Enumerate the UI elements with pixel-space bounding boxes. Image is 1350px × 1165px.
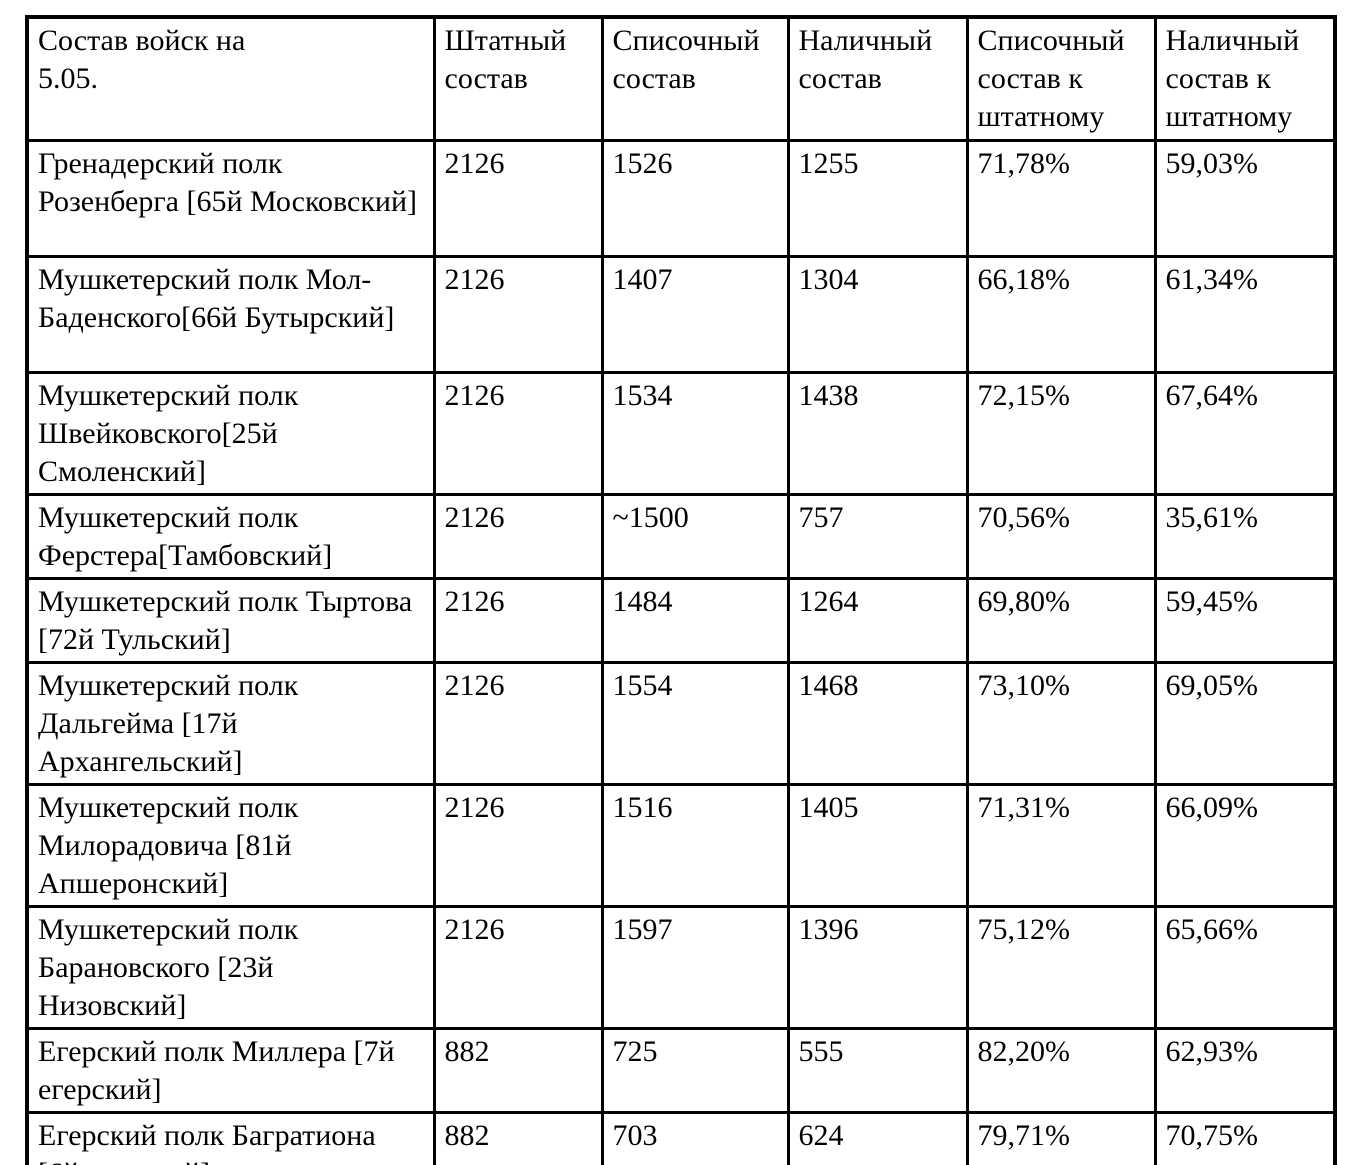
present-pct-cell: 35,61% xyxy=(1153,492,1337,580)
unit-cell: Гренадерский полк Розенберга [65й Москов… xyxy=(25,138,436,258)
present-cell: 1438 xyxy=(786,370,969,496)
unit-cell: Мушкетерский полк Мол-Баденского[66й Бут… xyxy=(25,254,436,374)
listed-pct-cell: 75,12% xyxy=(965,904,1157,1030)
staff-cell: 2126 xyxy=(432,370,604,496)
listed-pct-cell: 69,80% xyxy=(965,576,1157,664)
unit-cell: Егерский полк Багратиона [6й егерский] xyxy=(25,1110,436,1165)
table-row: Мушкетерский полк Милорадовича [81й Апше… xyxy=(25,782,1337,908)
present-cell: 1264 xyxy=(786,576,969,664)
listed-cell: 725 xyxy=(600,1026,790,1114)
present-cell: 1255 xyxy=(786,138,969,258)
listed-pct-cell: 70,56% xyxy=(965,492,1157,580)
table-row: Мушкетерский полк Тыртова [72й Тульский]… xyxy=(25,576,1337,664)
staff-cell: 882 xyxy=(432,1026,604,1114)
present-cell: 757 xyxy=(786,492,969,580)
listed-pct-cell: 82,20% xyxy=(965,1026,1157,1114)
header-row: Состав войск на 5.05. Штатный состав Спи… xyxy=(25,15,1337,142)
present-cell: 624 xyxy=(786,1110,969,1165)
col-header-listed-strength: Списочный состав xyxy=(600,15,790,142)
col-header-present-strength: Наличный состав xyxy=(786,15,969,142)
table-row: Мушкетерский полк Швейковского[25й Смоле… xyxy=(25,370,1337,496)
present-pct-cell: 69,05% xyxy=(1153,660,1337,786)
listed-pct-cell: 72,15% xyxy=(965,370,1157,496)
unit-cell: Мушкетерский полк Барановского [23й Низо… xyxy=(25,904,436,1030)
listed-pct-cell: 71,78% xyxy=(965,138,1157,258)
unit-cell: Егерский полк Миллера [7й егерский] xyxy=(25,1026,436,1114)
staff-cell: 2126 xyxy=(432,138,604,258)
present-cell: 1396 xyxy=(786,904,969,1030)
listed-cell: 1597 xyxy=(600,904,790,1030)
staff-cell: 2126 xyxy=(432,904,604,1030)
present-pct-cell: 65,66% xyxy=(1153,904,1337,1030)
unit-cell: Мушкетерский полк Тыртова [72й Тульский] xyxy=(25,576,436,664)
table-row: Егерский полк Миллера [7й егерский] 882 … xyxy=(25,1026,1337,1114)
col-header-unit: Состав войск на 5.05. xyxy=(25,15,436,142)
listed-pct-cell: 73,10% xyxy=(965,660,1157,786)
staff-cell: 2126 xyxy=(432,254,604,374)
col-header-listed-to-staff: Списочный состав к штатному xyxy=(965,15,1157,142)
staff-cell: 2126 xyxy=(432,576,604,664)
present-pct-cell: 59,03% xyxy=(1153,138,1337,258)
listed-cell: 1407 xyxy=(600,254,790,374)
staff-cell: 2126 xyxy=(432,492,604,580)
table-row: Мушкетерский полк Мол-Баденского[66й Бут… xyxy=(25,254,1337,374)
listed-cell: 1484 xyxy=(600,576,790,664)
table-row: Егерский полк Багратиона [6й егерский] 8… xyxy=(25,1110,1337,1165)
table-row: Гренадерский полк Розенберга [65й Москов… xyxy=(25,138,1337,258)
unit-cell: Мушкетерский полк Швейковского[25й Смоле… xyxy=(25,370,436,496)
present-pct-cell: 67,64% xyxy=(1153,370,1337,496)
listed-pct-cell: 79,71% xyxy=(965,1110,1157,1165)
listed-cell: 703 xyxy=(600,1110,790,1165)
staff-cell: 2126 xyxy=(432,782,604,908)
staff-cell: 882 xyxy=(432,1110,604,1165)
present-cell: 1304 xyxy=(786,254,969,374)
staff-cell: 2126 xyxy=(432,660,604,786)
listed-pct-cell: 71,31% xyxy=(965,782,1157,908)
present-pct-cell: 70,75% xyxy=(1153,1110,1337,1165)
table-row: Мушкетерский полк Барановского [23й Низо… xyxy=(25,904,1337,1030)
table-row: Мушкетерский полк Ферстера[Тамбовский] 2… xyxy=(25,492,1337,580)
present-pct-cell: 66,09% xyxy=(1153,782,1337,908)
listed-cell: ~1500 xyxy=(600,492,790,580)
present-pct-cell: 61,34% xyxy=(1153,254,1337,374)
unit-cell: Мушкетерский полк Дальгейма [17й Арханге… xyxy=(25,660,436,786)
unit-cell: Мушкетерский полк Милорадовича [81й Апше… xyxy=(25,782,436,908)
present-pct-cell: 59,45% xyxy=(1153,576,1337,664)
col-header-staff-strength: Штатный состав xyxy=(432,15,604,142)
table-row: Мушкетерский полк Дальгейма [17й Арханге… xyxy=(25,660,1337,786)
present-cell: 555 xyxy=(786,1026,969,1114)
present-cell: 1405 xyxy=(786,782,969,908)
listed-pct-cell: 66,18% xyxy=(965,254,1157,374)
col-header-present-to-staff: Наличный состав к штатному xyxy=(1153,15,1337,142)
present-cell: 1468 xyxy=(786,660,969,786)
unit-cell: Мушкетерский полк Ферстера[Тамбовский] xyxy=(25,492,436,580)
troops-strength-table: Состав войск на 5.05. Штатный состав Спи… xyxy=(25,15,1337,1165)
listed-cell: 1534 xyxy=(600,370,790,496)
listed-cell: 1526 xyxy=(600,138,790,258)
listed-cell: 1554 xyxy=(600,660,790,786)
listed-cell: 1516 xyxy=(600,782,790,908)
present-pct-cell: 62,93% xyxy=(1153,1026,1337,1114)
